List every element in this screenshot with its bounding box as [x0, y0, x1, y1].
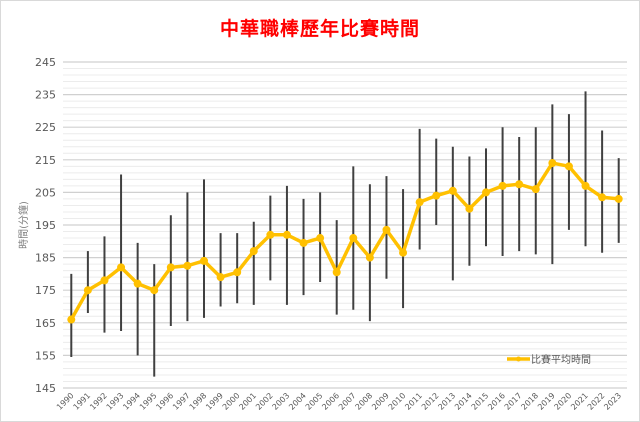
x-tick-label: 1997: [171, 391, 192, 412]
x-tick-label: 2005: [304, 391, 325, 412]
data-point: [117, 263, 126, 272]
x-tick-label: 2002: [254, 391, 275, 412]
x-tick-label: 2017: [503, 391, 524, 412]
y-tick-label: 205: [35, 186, 56, 199]
data-point: [365, 253, 374, 262]
legend: 比賽平均時間: [507, 353, 591, 366]
data-point: [498, 181, 507, 190]
data-point: [548, 159, 557, 168]
x-tick-label: 2001: [237, 391, 258, 412]
y-tick-label: 235: [35, 89, 56, 102]
y-tick-label: 175: [35, 284, 56, 297]
data-point: [233, 268, 242, 277]
y-tick-label: 185: [35, 252, 56, 265]
data-point: [67, 315, 76, 324]
data-point: [564, 162, 573, 171]
y-tick-label: 245: [35, 56, 56, 69]
x-tick-label: 2012: [420, 391, 441, 412]
data-point: [150, 286, 159, 295]
data-point: [581, 181, 590, 190]
x-tick-label: 2018: [519, 391, 540, 412]
data-point: [83, 286, 92, 295]
data-point: [100, 276, 109, 285]
legend-label: 比賽平均時間: [531, 353, 591, 366]
data-point: [316, 234, 325, 243]
x-tick-label: 1994: [121, 391, 142, 412]
data-point: [432, 191, 441, 200]
data-point: [249, 247, 258, 256]
data-point: [465, 204, 474, 213]
data-point: [614, 194, 623, 203]
data-point: [299, 238, 308, 247]
data-point: [166, 263, 175, 272]
data-point: [382, 225, 391, 234]
x-tick-label: 2010: [387, 391, 408, 412]
data-point: [515, 180, 524, 189]
x-tick-label: 2016: [486, 391, 507, 412]
x-tick-label: 1991: [72, 391, 93, 412]
x-tick-label: 2009: [370, 391, 391, 412]
y-tick-label: 145: [35, 382, 56, 395]
series-line: [69, 161, 619, 321]
y-tick-labels: 145 155 165 175 185 195 205 215 225 235 245: [35, 56, 56, 395]
data-point: [399, 248, 408, 257]
chart-title: 中華職棒歷年比賽時間: [219, 18, 420, 40]
y-tick-label: 215: [35, 154, 56, 167]
y-tick-label: 155: [35, 349, 56, 362]
x-tick-label: 2000: [221, 391, 242, 412]
legend-point-marker: [516, 356, 521, 362]
y-tick-label: 165: [35, 317, 56, 330]
y-tick-label: 225: [35, 121, 56, 134]
series-points: [67, 159, 623, 324]
x-tick-label: 1996: [154, 391, 175, 412]
data-point: [482, 188, 490, 197]
data-point: [200, 256, 208, 265]
data-point: [415, 198, 424, 207]
x-tick-label: 2019: [536, 391, 557, 412]
x-tick-label: 2003: [271, 391, 292, 412]
data-point: [598, 193, 607, 202]
data-point: [133, 279, 142, 288]
x-tick-label: 1998: [188, 391, 209, 412]
x-tick-label: 1993: [105, 391, 126, 412]
x-tick-label: 2008: [354, 391, 375, 412]
x-tick-label: 1999: [204, 391, 225, 412]
x-tick-label: 2015: [470, 391, 491, 412]
x-tick-label: 1990: [55, 391, 76, 412]
x-tick-label: 2014: [453, 391, 474, 412]
x-tick-label: 2022: [586, 391, 607, 412]
x-tick-label: 2007: [337, 391, 358, 412]
data-point: [216, 273, 225, 282]
x-tick-label: 2006: [320, 391, 341, 412]
data-point: [183, 261, 192, 270]
x-tick-label: 2004: [287, 391, 308, 412]
x-tick-label: 2020: [553, 391, 574, 412]
data-point: [448, 186, 457, 195]
gridlines: [63, 61, 627, 389]
data-point: [531, 185, 540, 194]
data-point: [282, 230, 291, 239]
x-tick-label: 2013: [436, 391, 457, 412]
data-point: [349, 234, 358, 243]
y-axis-label: 時間(分鐘): [17, 201, 30, 249]
x-tick-label: 2021: [569, 391, 590, 412]
x-tick-labels: 1990199119921993199419951996199719981999…: [55, 391, 623, 412]
x-tick-label: 2023: [602, 391, 623, 412]
data-point: [332, 268, 341, 277]
x-tick-label: 1992: [88, 391, 109, 412]
y-tick-label: 195: [35, 219, 56, 232]
x-tick-label: 1995: [138, 391, 159, 412]
data-point: [266, 230, 275, 239]
x-tick-label: 2011: [403, 391, 424, 412]
